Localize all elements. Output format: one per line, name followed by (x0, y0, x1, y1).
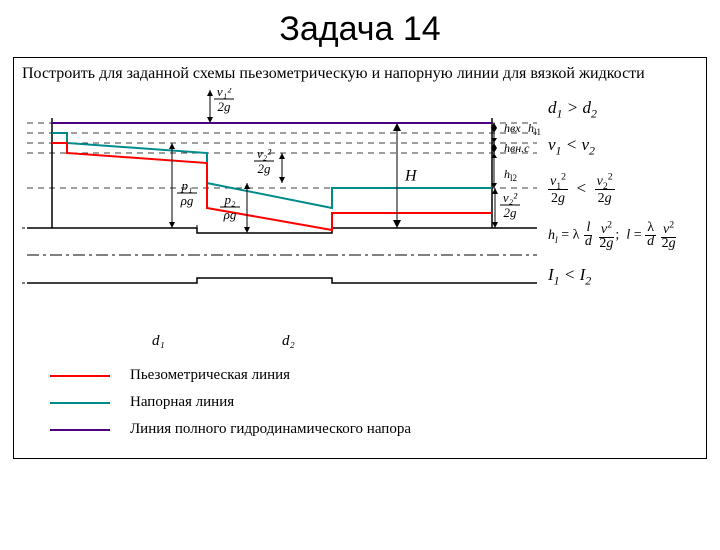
legend: Пьезометрическая линия Напорная линия Ли… (22, 367, 698, 438)
svg-text:v₂²: v₂² (503, 190, 518, 205)
legend-swatch-total (50, 429, 110, 431)
page-title: Задача 14 (0, 10, 720, 49)
svg-text:l1: l1 (534, 127, 541, 137)
svg-text:p₁: p₁ (180, 178, 192, 193)
svg-text:v₁²: v₁² (217, 88, 232, 99)
legend-swatch-head (50, 402, 110, 404)
legend-head: Напорная линия (22, 394, 698, 411)
svg-text:hвх: hвх (504, 121, 521, 135)
hydraulic-diagram: Hhвхhl1hвн.сhl2v₁²2gv₂²2gp₁ρgp₂ρgv₂²2g (22, 88, 542, 333)
svg-text:ρg: ρg (180, 193, 194, 208)
problem-statement: Построить для заданной схемы пьезометрич… (22, 64, 698, 84)
relation-I: I1 < I2 (548, 265, 698, 288)
d1-label: d₁ (152, 333, 165, 350)
legend-label-head: Напорная линия (130, 394, 234, 411)
svg-text:v₂²: v₂² (257, 146, 272, 161)
svg-text:2g: 2g (504, 205, 518, 220)
svg-text:H: H (404, 168, 418, 185)
legend-piezo: Пьезометрическая линия (22, 367, 698, 384)
legend-total: Линия полного гидродинамического напора (22, 421, 698, 438)
relation-vsq: v122g < v222g (548, 173, 698, 206)
svg-text:2g: 2g (258, 161, 272, 176)
svg-text:hвн.с: hвн.с (504, 141, 530, 155)
legend-swatch-piezo (50, 375, 110, 377)
relations-column: d1 > d2 v1 < v2 v122g < v222g hl = λ ld … (542, 88, 698, 302)
diameter-labels: d₁ d₂ (22, 333, 698, 353)
relation-v: v1 < v2 (548, 135, 698, 158)
svg-text:2g: 2g (218, 99, 232, 114)
svg-text:ρg: ρg (223, 207, 237, 222)
legend-label-total: Линия полного гидродинамического напора (130, 421, 411, 438)
svg-text:l2: l2 (510, 173, 517, 183)
relation-d: d1 > d2 (548, 98, 698, 121)
relation-hl: hl = λ ld v22g; l = λd v22g (548, 220, 698, 251)
problem-frame: Построить для заданной схемы пьезометрич… (13, 57, 707, 459)
svg-text:p₂: p₂ (223, 192, 236, 207)
legend-label-piezo: Пьезометрическая линия (130, 367, 290, 384)
d2-label: d₂ (282, 333, 295, 350)
